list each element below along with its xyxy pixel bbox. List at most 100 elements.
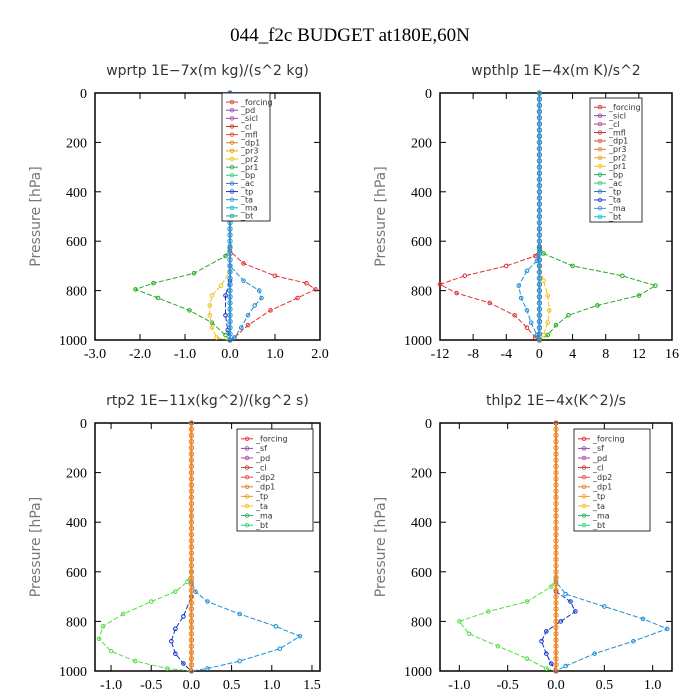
series-point: [640, 616, 646, 622]
series-point: [573, 609, 578, 614]
series-point: [524, 308, 530, 313]
legend-label: _tp: [240, 187, 253, 196]
y-tick-label: 400: [66, 186, 87, 201]
series-point: [188, 637, 195, 643]
legend-marker: [244, 475, 250, 480]
series-point: [553, 513, 559, 519]
series-point: [536, 238, 543, 244]
x-tick-label: 4: [569, 347, 576, 362]
series-point: [227, 325, 233, 331]
series-point: [188, 668, 195, 674]
legend-marker: [229, 213, 235, 219]
panel-4: thlp2 1E−4x(K^2)/s Pressure [hPa] 0 200 400 6…: [373, 393, 673, 693]
series-point: [188, 593, 195, 600]
legend-label: _bp: [608, 170, 623, 179]
y-tick-label: 800: [411, 285, 432, 300]
legend-label: _pr3: [608, 145, 626, 154]
x-tick-label: 0.0: [221, 347, 239, 362]
series-point: [553, 556, 559, 563]
x-tick-label: 0.5: [223, 678, 241, 693]
series-point: [653, 283, 658, 288]
x-tick-label: -3.0: [84, 347, 106, 362]
legend-marker: [229, 197, 235, 202]
series-point: [553, 550, 559, 556]
series-point: [553, 476, 559, 482]
series-point: [563, 591, 568, 597]
series-point: [553, 612, 559, 618]
series-point: [245, 322, 251, 328]
y-tick-label: 800: [411, 615, 432, 630]
series-point: [227, 300, 233, 306]
legend-marker: [244, 513, 250, 518]
series-point: [205, 599, 210, 604]
series-point: [188, 432, 195, 438]
legend-marker: [597, 121, 603, 127]
y-tick-label: 1000: [59, 334, 87, 349]
series-point: [188, 618, 195, 625]
legend-marker: [597, 214, 603, 219]
panel-3: rtp2 1E−11x(kg^2)/(kg^2 s) Pressure [hPa]…: [28, 393, 321, 693]
series-point: [259, 295, 264, 301]
legend-marker: [244, 523, 250, 528]
series-point: [188, 569, 195, 575]
legend-label: _ac: [240, 179, 254, 188]
series-point: [223, 332, 228, 338]
series-point: [602, 604, 607, 609]
series-point: [133, 287, 138, 292]
series-point: [570, 263, 575, 269]
plot-frame: [439, 92, 673, 341]
series-point: [536, 300, 543, 306]
series-point: [454, 290, 459, 296]
series-point: [524, 325, 530, 330]
series-point: [181, 614, 186, 619]
y-tick-label: 200: [66, 136, 87, 151]
legend-marker: [229, 156, 235, 162]
series-point: [536, 213, 543, 220]
series-point: [437, 282, 443, 287]
series-point: [536, 257, 543, 263]
series-point: [205, 666, 210, 671]
legend-marker: [597, 197, 603, 203]
legend-marker: [229, 205, 235, 210]
legend-label: _mfl: [608, 128, 626, 137]
y-axis-label: Pressure [hPa]: [373, 166, 389, 266]
series-point: [553, 507, 559, 513]
legend-label: _dp1: [592, 483, 612, 492]
series-point: [528, 320, 534, 326]
series-point: [536, 325, 543, 331]
series-line-tp: [190, 423, 301, 672]
series-point: [536, 312, 543, 318]
series-point: [592, 651, 597, 656]
series-point: [252, 303, 258, 308]
legend-marker: [229, 181, 235, 186]
legend-label: _sicl: [240, 114, 258, 123]
legend-label: _bt: [240, 212, 253, 221]
series-point: [188, 624, 195, 631]
series-point: [108, 648, 114, 654]
y-tick-label: 1000: [404, 334, 432, 349]
series-line-dp1: [229, 93, 317, 341]
legend-label: _dp2: [255, 473, 275, 482]
legend-label: _ma: [255, 511, 273, 520]
series-point: [553, 525, 559, 532]
series-point: [516, 283, 522, 288]
legend: _forcing_pd_sicl_cl_mfl_dp1_pr3_pr2_pr1_…: [221, 92, 273, 222]
series-point: [268, 308, 273, 313]
series-point: [151, 280, 156, 286]
series-point: [518, 295, 524, 301]
series-point: [277, 646, 283, 651]
series-point: [227, 275, 233, 281]
series-point: [227, 244, 233, 250]
x-tick-label: -1.0: [174, 347, 196, 362]
series-point: [536, 232, 543, 238]
legend-label: _bt: [608, 213, 621, 222]
legend-label: _ma: [608, 204, 626, 213]
y-tick-label: 0: [425, 87, 432, 102]
series-point: [188, 463, 195, 469]
series-point: [188, 556, 195, 563]
series-point: [227, 226, 233, 232]
series-point: [524, 656, 530, 661]
series-point: [188, 649, 195, 656]
series-point: [631, 638, 636, 644]
series-point: [553, 569, 559, 575]
